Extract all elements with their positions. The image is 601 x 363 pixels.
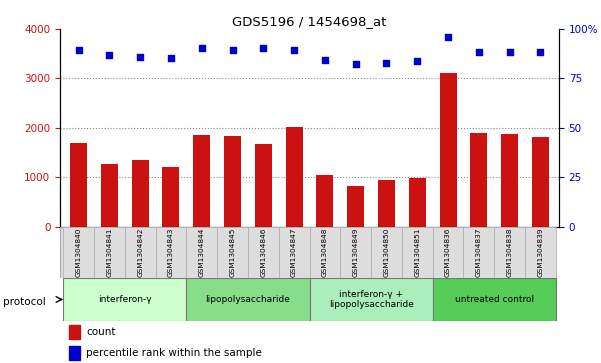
Point <box>166 55 175 61</box>
Bar <box>378 180 395 227</box>
Bar <box>532 137 549 227</box>
Bar <box>101 164 118 227</box>
Bar <box>217 227 248 278</box>
Point <box>135 54 145 60</box>
Point <box>412 58 422 64</box>
Point <box>258 45 268 51</box>
Text: GSM1304840: GSM1304840 <box>76 228 82 277</box>
Bar <box>310 227 340 278</box>
Bar <box>94 227 125 278</box>
Bar <box>63 227 94 278</box>
Text: GSM1304837: GSM1304837 <box>476 228 482 277</box>
Text: interferon-γ +
lipopolysaccharide: interferon-γ + lipopolysaccharide <box>329 290 413 309</box>
Text: GSM1304841: GSM1304841 <box>106 228 112 277</box>
Text: GSM1304842: GSM1304842 <box>137 228 143 277</box>
Bar <box>433 227 463 278</box>
Bar <box>125 227 156 278</box>
Text: GSM1304839: GSM1304839 <box>537 228 543 277</box>
Point <box>320 57 330 62</box>
Bar <box>347 186 364 227</box>
Point <box>382 60 391 66</box>
Bar <box>433 278 556 321</box>
Text: lipopolysaccharide: lipopolysaccharide <box>206 295 290 304</box>
Text: GSM1304845: GSM1304845 <box>230 228 236 277</box>
Bar <box>279 227 310 278</box>
Bar <box>310 278 433 321</box>
Text: GSM1304846: GSM1304846 <box>260 228 266 277</box>
Text: GSM1304838: GSM1304838 <box>507 228 513 277</box>
Bar <box>162 167 180 227</box>
Point <box>228 47 237 53</box>
Bar <box>494 227 525 278</box>
Text: GSM1304849: GSM1304849 <box>353 228 359 277</box>
Text: count: count <box>86 327 115 337</box>
Bar <box>402 227 433 278</box>
Text: GSM1304850: GSM1304850 <box>383 228 389 277</box>
Point <box>105 52 114 58</box>
Point <box>444 34 453 40</box>
Point <box>289 47 299 53</box>
Bar <box>186 227 217 278</box>
Point <box>505 49 514 55</box>
Bar <box>186 278 310 321</box>
Bar <box>439 73 457 227</box>
Point <box>74 47 84 53</box>
Bar <box>132 160 148 227</box>
Bar <box>248 227 279 278</box>
Bar <box>317 175 334 227</box>
Bar <box>255 144 272 227</box>
Text: percentile rank within the sample: percentile rank within the sample <box>86 348 262 358</box>
Text: untreated control: untreated control <box>455 295 534 304</box>
Bar <box>285 127 302 227</box>
Text: GSM1304847: GSM1304847 <box>291 228 297 277</box>
Text: GSM1304848: GSM1304848 <box>322 228 328 277</box>
Bar <box>224 136 241 227</box>
Text: GSM1304843: GSM1304843 <box>168 228 174 277</box>
Point <box>197 45 207 51</box>
Bar <box>463 227 494 278</box>
Text: GSM1304844: GSM1304844 <box>199 228 205 277</box>
Point <box>474 49 484 55</box>
Bar <box>156 227 186 278</box>
Text: GSM1304836: GSM1304836 <box>445 228 451 277</box>
Title: GDS5196 / 1454698_at: GDS5196 / 1454698_at <box>233 15 386 28</box>
Bar <box>371 227 402 278</box>
Point <box>535 49 545 55</box>
Bar <box>409 178 426 227</box>
Bar <box>70 143 87 227</box>
Text: GSM1304851: GSM1304851 <box>414 228 420 277</box>
Point <box>351 61 361 66</box>
Text: protocol: protocol <box>3 297 46 307</box>
Bar <box>471 133 487 227</box>
Text: interferon-γ: interferon-γ <box>98 295 151 304</box>
Bar <box>525 227 556 278</box>
Bar <box>501 134 518 227</box>
Bar <box>340 227 371 278</box>
Bar <box>69 346 80 360</box>
Bar <box>69 325 80 339</box>
Bar <box>63 278 186 321</box>
Bar <box>194 135 210 227</box>
